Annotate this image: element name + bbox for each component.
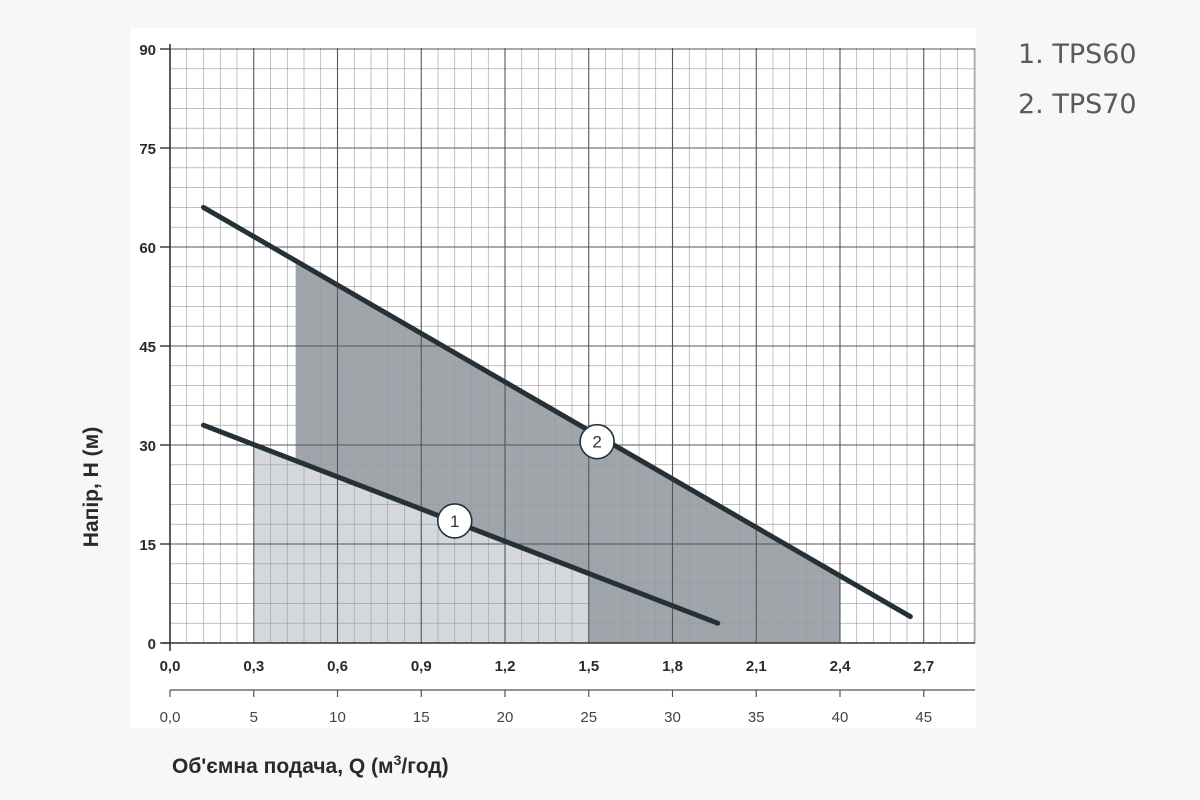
x-tick-label-primary: 2,1 bbox=[746, 658, 767, 675]
y-axis-label: Напір, H (м) bbox=[80, 426, 103, 548]
x-tick-label-secondary: 15 bbox=[413, 709, 430, 726]
x-tick-label-primary: 1,8 bbox=[662, 658, 683, 675]
legend: 1. TPS60 2. TPS70 bbox=[1018, 30, 1137, 130]
x-tick-label-primary: 1,2 bbox=[495, 658, 516, 675]
x-tick-label-primary: 0,0 bbox=[160, 658, 181, 675]
legend-item-tps70: 2. TPS70 bbox=[1018, 89, 1137, 120]
x-axis-label-main: Об'ємна подача, Q (м bbox=[172, 755, 394, 778]
series-marker-2 bbox=[579, 423, 615, 460]
y-tick-label: 15 bbox=[139, 537, 156, 554]
x-tick-label-primary: 1,5 bbox=[578, 658, 599, 675]
y-tick-label: 45 bbox=[139, 339, 156, 356]
x-tick-label-primary: 2,7 bbox=[913, 658, 934, 675]
series-line-2 bbox=[201, 204, 913, 620]
series-markers: 12 bbox=[436, 423, 615, 539]
x-tick-label-primary: 0,3 bbox=[243, 658, 264, 675]
series-marker-label-2: 2 bbox=[592, 433, 601, 452]
x-tick-label-secondary: 30 bbox=[664, 709, 681, 726]
axes bbox=[160, 44, 975, 697]
y-tick-label: 90 bbox=[139, 42, 156, 59]
x-tick-label-secondary: 45 bbox=[915, 709, 932, 726]
x-axis-label-end: /год) bbox=[401, 755, 449, 778]
x-tick-label-primary: 2,4 bbox=[830, 658, 852, 675]
legend-item-tps60: 1. TPS60 bbox=[1018, 39, 1137, 70]
y-tick-label: 30 bbox=[139, 438, 156, 455]
x-tick-label-secondary: 10 bbox=[329, 709, 346, 726]
y-tick-label: 60 bbox=[139, 240, 156, 257]
x-tick-label-secondary: 0,0 bbox=[160, 709, 181, 726]
series-marker-1 bbox=[436, 503, 473, 539]
x-tick-label-secondary: 20 bbox=[497, 709, 514, 726]
y-tick-label: 75 bbox=[139, 141, 156, 158]
series-marker-label-1: 1 bbox=[450, 512, 459, 531]
x-axis-label: Об'ємна подача, Q (м3/год) bbox=[172, 752, 449, 779]
y-tick-label: 0 bbox=[148, 636, 156, 653]
x-axis-label-superscript: 3 bbox=[393, 752, 402, 768]
x-tick-label-secondary: 35 bbox=[748, 709, 765, 726]
x-tick-label-primary: 0,9 bbox=[411, 658, 432, 675]
x-tick-label-primary: 0,6 bbox=[327, 658, 348, 675]
x-tick-label-secondary: 40 bbox=[832, 709, 849, 726]
grid bbox=[170, 48, 976, 643]
x-tick-label-secondary: 25 bbox=[580, 709, 597, 726]
x-tick-label-secondary: 5 bbox=[250, 709, 258, 726]
